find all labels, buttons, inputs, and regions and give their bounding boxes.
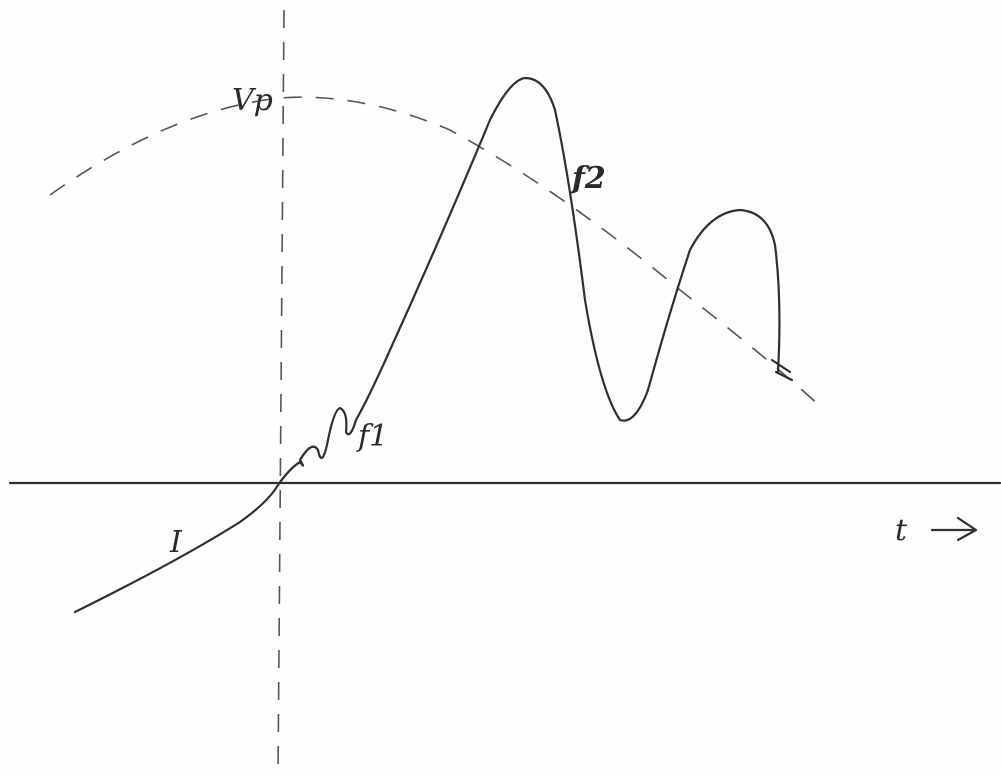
- paper: [0, 0, 1001, 775]
- label-vp: Vp: [232, 83, 273, 118]
- page: Vp f2 f1 I t (() => { const data = JSON.…: [0, 0, 1001, 775]
- label-f2: f2: [570, 161, 606, 196]
- label-t: t: [895, 513, 908, 548]
- sketch: Vp f2 f1 I t: [0, 0, 1001, 775]
- label-f1: f1: [356, 419, 388, 454]
- label-i: I: [169, 525, 183, 560]
